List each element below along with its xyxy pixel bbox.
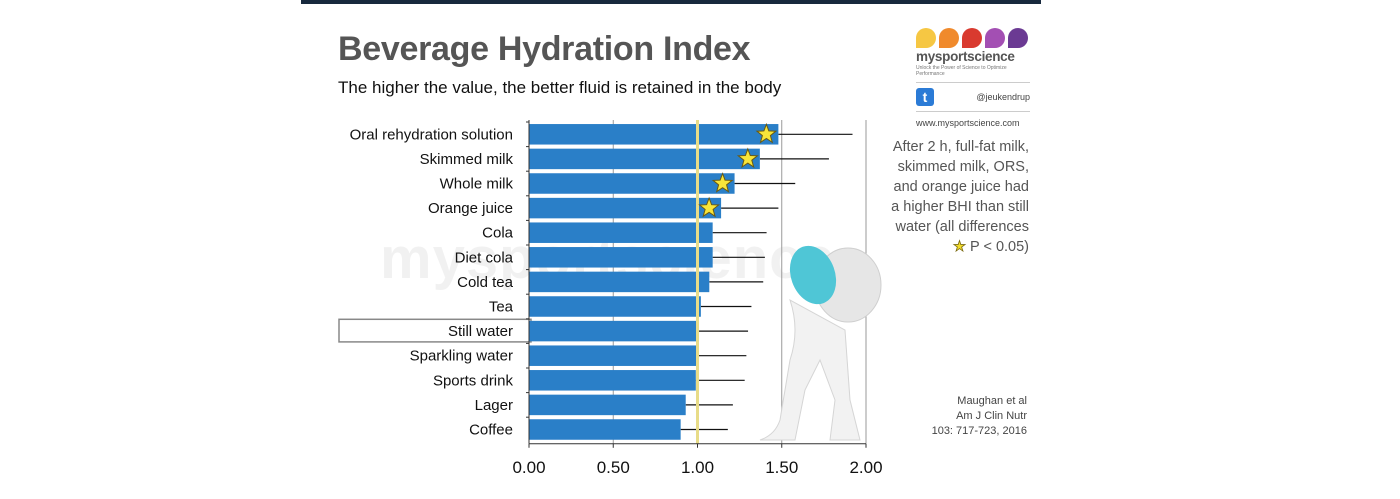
bar (529, 247, 713, 268)
category-label: Oral rehydration solution (350, 126, 513, 143)
mysportscience-logo: mysportscience Unlock the Power of Scien… (916, 28, 1036, 128)
star-icon: ★ (952, 239, 967, 256)
logo-drop (939, 28, 959, 48)
category-label: Lager (475, 397, 513, 414)
water-bottle-icon (789, 245, 837, 305)
bar (529, 271, 710, 293)
significance-star (736, 147, 759, 169)
category-label: Still water (448, 323, 513, 340)
significance-star (755, 122, 778, 144)
logo-drop (962, 28, 982, 48)
significance-star (711, 172, 734, 193)
note-text: After 2 h, full-fat milk, skimmed milk, … (891, 139, 1029, 235)
bar (529, 148, 760, 170)
category-label: Sports drink (433, 372, 514, 389)
category-label: Tea (489, 299, 514, 316)
chart-subtitle: The higher the value, the better fluid i… (338, 78, 782, 97)
logo-drop (916, 28, 936, 48)
category-label: Cola (482, 225, 514, 242)
category-label: Whole milk (440, 176, 514, 193)
chart-title: Beverage Hydration Index (338, 30, 751, 68)
logo-divider (916, 82, 1030, 83)
x-tick-label: 0.00 (512, 458, 545, 477)
category-label: Cold tea (457, 274, 514, 291)
category-label: Sparkling water (410, 348, 513, 365)
bar (529, 197, 722, 219)
bar (529, 296, 701, 317)
logo-tagline: Unlock the Power of Science to Optimize … (916, 65, 1007, 77)
twitter-handle[interactable]: @jeukendrup (976, 92, 1030, 102)
bar (529, 394, 686, 416)
category-label: Coffee (469, 422, 513, 439)
citation-line-3: 103: 717-723, 2016 (931, 425, 1027, 437)
x-tick-label: 1.00 (681, 458, 714, 477)
bar (529, 124, 779, 145)
x-tick-label: 2.00 (849, 458, 882, 477)
significance-star (698, 196, 720, 218)
note-star-label: P < 0.05) (970, 239, 1029, 255)
significance-note: After 2 h, full-fat milk, skimmed milk, … (890, 137, 1029, 257)
bar (529, 222, 713, 243)
logo-drop (1008, 28, 1028, 48)
category-label: Skimmed milk (420, 151, 514, 168)
citation-line-2: Am J Clin Nutr (956, 410, 1027, 422)
x-tick-label: 1.50 (765, 458, 798, 477)
logo-divider-2 (916, 111, 1030, 112)
top-accent-bar (301, 0, 1041, 4)
bar (529, 419, 681, 440)
logo-drop (985, 28, 1005, 48)
logo-brand: mysportscience (916, 49, 1015, 64)
category-label: Diet cola (455, 249, 514, 266)
citation: Maughan et al Am J Clin Nutr 103: 717-72… (900, 394, 1027, 439)
logo-drops (916, 28, 1036, 48)
x-tick-label: 0.50 (597, 458, 630, 477)
twitter-icon[interactable]: t (916, 88, 934, 106)
bar (529, 320, 698, 342)
bar (529, 345, 698, 366)
bar (529, 370, 696, 391)
bar (529, 173, 735, 194)
figure-body (759, 298, 861, 441)
website-link[interactable]: www.mysportscience.com (916, 118, 1020, 128)
category-label: Orange juice (428, 200, 513, 217)
citation-line-1: Maughan et al (957, 395, 1027, 407)
